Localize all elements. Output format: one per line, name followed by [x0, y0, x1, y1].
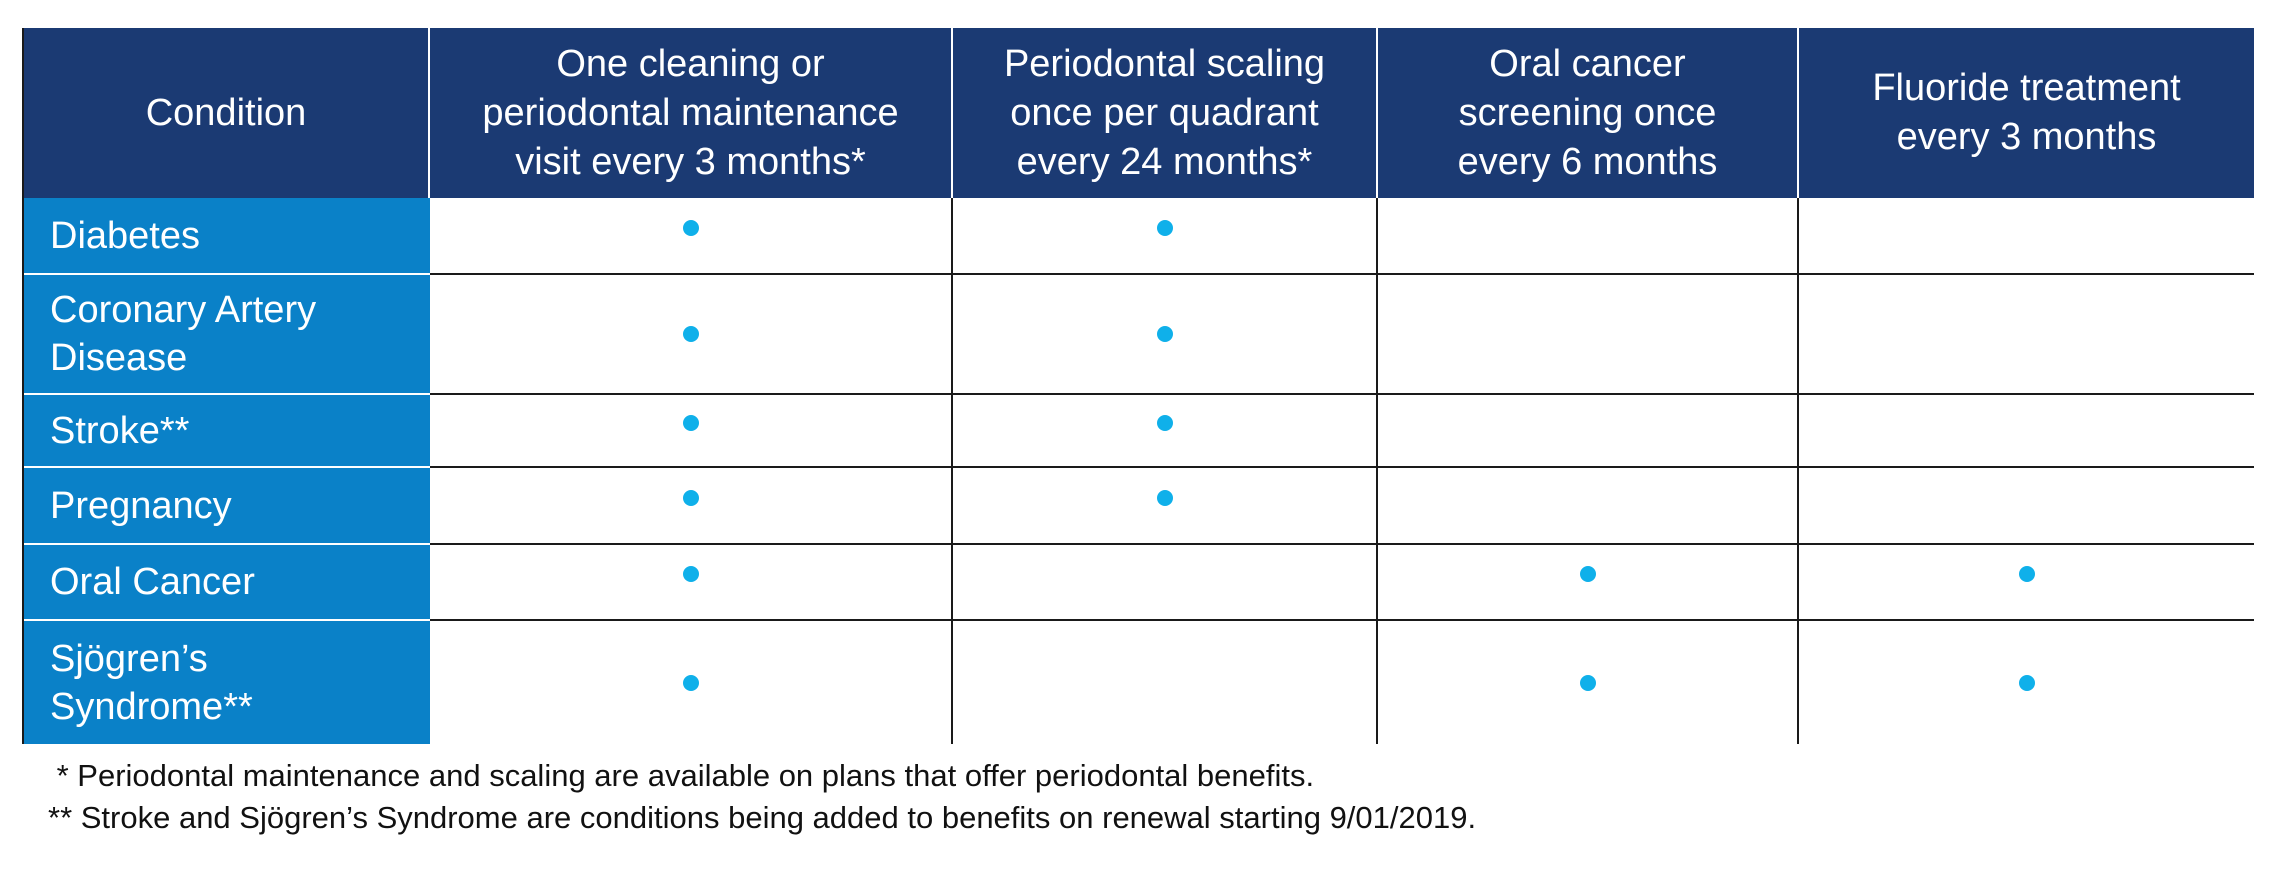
bullet-dot-icon — [682, 219, 699, 236]
table-cell — [1799, 198, 2254, 275]
table-cell — [953, 395, 1378, 468]
table-cell — [430, 275, 953, 395]
condition-coronary-artery-disease: Coronary Artery Disease — [24, 275, 430, 395]
bullet-dot-icon — [682, 674, 699, 691]
table-cell — [953, 621, 1378, 744]
table-cell — [1378, 468, 1799, 545]
condition-diabetes: Diabetes — [24, 198, 430, 275]
header-fluoride-treatment: Fluoride treatment every 3 months — [1799, 28, 2254, 198]
table-cell — [430, 621, 953, 744]
table-cell — [1799, 545, 2254, 621]
table-cell — [953, 275, 1378, 395]
coverage-table: Condition One cleaning or periodontal ma… — [22, 28, 2254, 744]
bullet-dot-icon — [2018, 674, 2035, 691]
bullet-dot-icon — [682, 414, 699, 431]
header-oral-cancer-screening: Oral cancer screening once every 6 month… — [1378, 28, 1799, 198]
condition-stroke: Stroke** — [24, 395, 430, 468]
table-cell — [1799, 395, 2254, 468]
table-cell — [430, 468, 953, 545]
table-cell — [1378, 275, 1799, 395]
bullet-dot-icon — [1579, 674, 1596, 691]
footnote-double-asterisk: ** Stroke and Sjögren’s Syndrome are con… — [48, 800, 1477, 835]
header-condition: Condition — [24, 28, 430, 198]
bullet-dot-icon — [682, 566, 699, 582]
bullet-dot-icon — [1156, 489, 1173, 506]
table-cell — [1799, 275, 2254, 395]
bullet-dot-icon — [2018, 566, 2035, 582]
condition-sjogrens-syndrome: Sjögren’s Syndrome** — [24, 621, 430, 744]
table-cell — [1378, 395, 1799, 468]
bullet-dot-icon — [1156, 219, 1173, 236]
table-cell — [953, 198, 1378, 275]
table-cell — [1378, 621, 1799, 744]
table-cell — [1799, 621, 2254, 744]
footnotes: * Periodontal maintenance and scaling ar… — [48, 755, 1476, 839]
table-cell — [953, 468, 1378, 545]
footnote-single-asterisk: * Periodontal maintenance and scaling ar… — [48, 758, 1315, 793]
table-cell — [1378, 198, 1799, 275]
header-periodontal-scaling: Periodontal scaling once per quadrant ev… — [953, 28, 1378, 198]
bullet-dot-icon — [682, 489, 699, 506]
bullet-dot-icon — [682, 326, 699, 342]
bullet-dot-icon — [1156, 414, 1173, 431]
table-cell — [1799, 468, 2254, 545]
condition-pregnancy: Pregnancy — [24, 468, 430, 545]
table-cell — [430, 545, 953, 621]
table-cell — [953, 545, 1378, 621]
header-cleaning: One cleaning or periodontal maintenance … — [430, 28, 953, 198]
condition-oral-cancer: Oral Cancer — [24, 545, 430, 621]
table-cell — [430, 198, 953, 275]
table-cell — [1378, 545, 1799, 621]
table-cell — [430, 395, 953, 468]
bullet-dot-icon — [1579, 566, 1596, 582]
bullet-dot-icon — [1156, 326, 1173, 342]
